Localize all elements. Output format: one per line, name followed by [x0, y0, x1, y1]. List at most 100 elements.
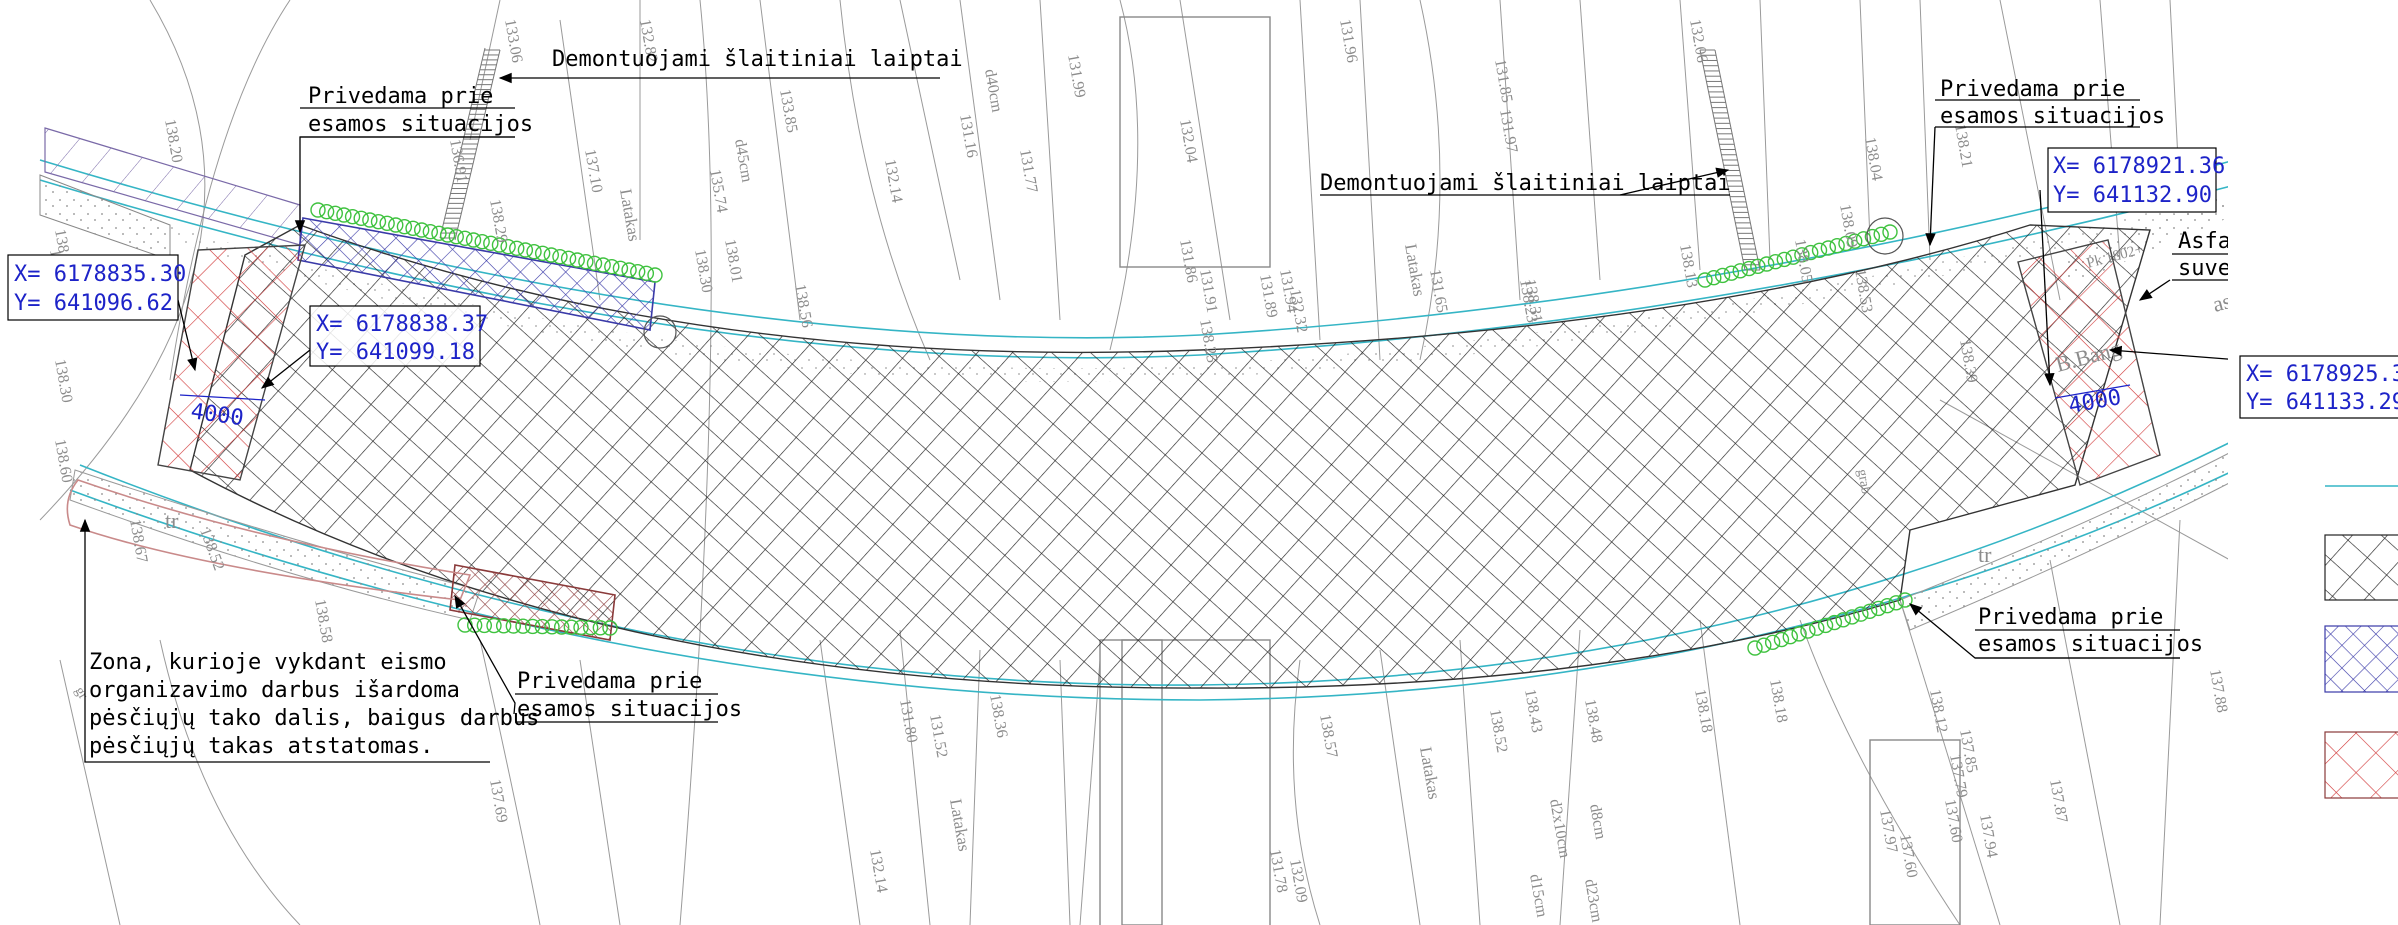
elevation-label: 138.58 [311, 598, 335, 644]
d8-label: d8cm [1586, 803, 1609, 842]
shrub [563, 619, 580, 635]
coord-3-y: Y= 641132.90 [2053, 183, 2212, 208]
elevation-label: 137.69 [486, 778, 510, 824]
label-zona-1: Zona, kurioje vykdant eismo [89, 650, 447, 675]
shrub [592, 620, 609, 636]
text-underlines [300, 99, 2345, 723]
shrub [602, 620, 618, 636]
label-zona-3: pėsčiųjų tako dalis, baigus darbus [89, 706, 539, 731]
stairs-left [439, 47, 501, 241]
manhole-left [643, 315, 677, 349]
annotations: Demontuojami šlaitiniai laiptai Demontuo… [89, 47, 2350, 759]
shrub [1870, 600, 1887, 617]
shrub [1855, 231, 1872, 247]
shrub [543, 247, 560, 263]
shrub [1803, 244, 1819, 261]
coord-box-4-overlay [2239, 355, 2398, 419]
shrub [353, 210, 369, 227]
elevation-label: 132.14 [881, 158, 905, 204]
shrub [515, 618, 531, 634]
elevation-label: 132.09 [1286, 858, 1310, 904]
shrub [336, 207, 352, 223]
shrub [405, 220, 421, 237]
elevation-label: 137.87 [2046, 778, 2070, 824]
shrub [483, 235, 499, 252]
coord-4-y-overlay: Y= 641133.29 [2246, 390, 2398, 415]
label-priv-tr-1: Privedama prie [1940, 77, 2125, 102]
legend-black-hatch [2324, 534, 2398, 601]
shrub [1844, 609, 1860, 625]
grab-label: grab [1854, 468, 1873, 495]
elevation-label: 132.32 [1286, 288, 1310, 334]
shrub [1785, 249, 1801, 265]
elevation-label: 133.85 [776, 88, 800, 134]
shrub [1811, 242, 1828, 258]
d40-label: d40cm [981, 68, 1005, 114]
shrub [1800, 623, 1816, 639]
d15-label: d15cm [1526, 873, 1550, 919]
shrub [318, 203, 335, 220]
coord-1-x: X= 6178835.30 [14, 262, 186, 287]
shrubs [310, 202, 1913, 656]
gr-label: gr [72, 685, 91, 703]
coord-box-2 [309, 305, 481, 367]
elevation-label: 132.04 [1176, 118, 1200, 164]
elevation-label: 131.97 [1496, 108, 1520, 154]
legend-red-hatch [2324, 731, 2398, 799]
label-priv-br-2: esamos situacijos [1978, 632, 2203, 657]
tr-label-left: tr [165, 508, 179, 533]
shrub [647, 267, 663, 283]
elevation-label: 138.20 [161, 118, 185, 164]
elevation-label: 138.01 [721, 238, 745, 284]
shrub [1764, 634, 1781, 651]
shrub [526, 243, 542, 260]
manhole-right [1866, 217, 1904, 255]
elevation-label: 131.85 [1491, 58, 1515, 104]
shrub [1826, 614, 1843, 631]
shrub [1732, 263, 1748, 279]
latakas-label-2: Latakas [1401, 242, 1429, 297]
label-priv-tl-2: esamos situacijos [308, 112, 533, 137]
label-priv-bl-1: Privedama prie [517, 669, 702, 694]
shrub [1750, 258, 1766, 274]
shrub [1756, 637, 1772, 653]
elevation-label: 138.18 [1691, 688, 1715, 734]
shrub [578, 253, 594, 270]
shrub [362, 212, 378, 228]
elevation-label: 132.06 [1686, 18, 1710, 64]
elevation-label: 131.91 [1196, 268, 1220, 314]
shrub [1782, 629, 1798, 645]
shrub [1723, 265, 1740, 281]
shrub [621, 262, 637, 278]
shrub [1767, 254, 1784, 270]
elevation-label: 138.48 [1581, 698, 1605, 744]
shrub [495, 618, 512, 634]
elevation-labels: 138.20138.32138.33138.30138.60138.67138.… [46, 18, 2230, 904]
elevation-label: 137.10 [581, 148, 605, 194]
label-priv-tl-1: Privedama prie [308, 84, 493, 109]
elevation-label: 138.12 [1926, 688, 1950, 734]
elevation-label: 137.88 [2206, 668, 2230, 714]
coord-2-x: X= 6178838.37 [316, 312, 488, 337]
red-hatch-zone-right [2017, 239, 2161, 486]
label-priv-br-1: Privedama prie [1978, 605, 2163, 630]
d23-label: d23cm [1581, 878, 1605, 924]
shrub [604, 258, 620, 275]
coord-2-y: Y= 641099.18 [316, 340, 475, 365]
label-priv-bl-2: esamos situacijos [517, 697, 742, 722]
coord-3-x: X= 6178921.36 [2053, 154, 2225, 179]
shrub [448, 228, 464, 245]
shrub [1817, 617, 1834, 634]
shrub [1853, 606, 1869, 622]
shrub [573, 619, 589, 636]
shrub [552, 248, 568, 265]
elevation-label: 138.60 [51, 438, 75, 484]
elevation-label: 132.14 [866, 848, 890, 894]
elevation-label: 138.30 [51, 358, 75, 404]
label-priv-tr-2: esamos situacijos [1940, 104, 2165, 129]
pedestrian-zone-left [66, 479, 472, 601]
coord-box-1 [7, 254, 179, 321]
shrub [1773, 631, 1790, 648]
shrub [1873, 226, 1889, 242]
